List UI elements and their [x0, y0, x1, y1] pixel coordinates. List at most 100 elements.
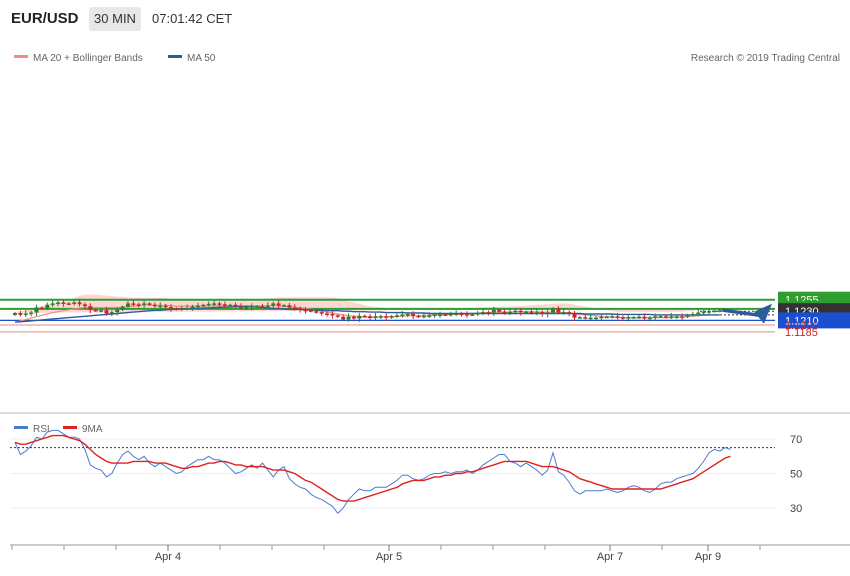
candle-body	[115, 309, 120, 313]
candle-body	[88, 306, 93, 310]
candle-body	[594, 317, 599, 320]
candle-body	[556, 308, 561, 313]
candle-body	[583, 317, 588, 319]
candle-body	[136, 304, 141, 306]
candle-body	[647, 317, 652, 320]
candle-body	[507, 311, 512, 314]
timeframe-badge[interactable]: 30 MIN	[89, 7, 141, 31]
candle	[147, 302, 152, 306]
candle-body	[265, 305, 270, 308]
candle-body	[690, 313, 695, 316]
candle	[238, 303, 243, 310]
candle	[77, 299, 82, 307]
candle	[545, 309, 550, 318]
x-tick-label: Apr 7	[597, 551, 623, 563]
candle	[82, 302, 87, 309]
rsi-tick-label: 50	[790, 469, 802, 481]
candle	[249, 303, 254, 311]
candle	[567, 310, 572, 317]
candle	[190, 304, 195, 311]
rsi-ma9-line	[14, 434, 731, 502]
candle	[631, 316, 636, 319]
candle-body	[373, 316, 378, 319]
candle	[368, 314, 373, 320]
candle-body	[432, 314, 437, 316]
legend-9ma-label: 9MA	[82, 424, 103, 435]
candle-body	[282, 305, 286, 307]
candle-body	[335, 315, 340, 317]
candle	[669, 312, 674, 319]
candle-body	[454, 313, 459, 315]
candle-body	[93, 309, 98, 312]
candle	[475, 310, 480, 317]
legend-swatch-rsi	[14, 426, 28, 429]
candle-body	[620, 317, 625, 319]
candle-body	[701, 311, 706, 314]
candle	[169, 304, 174, 312]
candle	[707, 308, 712, 316]
candle-body	[577, 317, 582, 319]
candle-body	[260, 306, 265, 308]
candle-body	[238, 306, 243, 309]
legend-swatch-9ma	[63, 426, 77, 429]
candle-body	[448, 313, 453, 316]
candle	[588, 314, 593, 320]
candle	[260, 303, 265, 309]
candle-body	[604, 316, 609, 319]
candle	[72, 300, 77, 306]
candle	[88, 303, 93, 314]
candle-body	[416, 315, 421, 318]
candle-body	[626, 317, 631, 319]
legend-rsi-label: RSI	[33, 424, 50, 435]
candle	[378, 314, 383, 320]
candle	[507, 308, 512, 316]
candle-body	[131, 303, 136, 305]
candle-body	[438, 314, 443, 316]
candle	[572, 310, 577, 321]
candle-body	[394, 315, 399, 317]
candle	[104, 306, 109, 316]
candle	[411, 311, 416, 320]
rsi-tick-label: 70	[790, 434, 802, 446]
candle-body	[276, 303, 281, 306]
candle	[265, 302, 270, 309]
candle-body	[637, 316, 642, 319]
candle-body	[56, 302, 61, 304]
candle	[384, 313, 389, 321]
candle-body	[572, 313, 577, 318]
candle	[255, 304, 260, 308]
candle	[626, 314, 631, 322]
candle-body	[206, 303, 211, 306]
rsi-line	[14, 429, 731, 514]
candle-body	[717, 310, 722, 312]
candle-body	[201, 304, 206, 307]
candle	[303, 307, 308, 314]
candle-body	[642, 316, 647, 319]
candle	[696, 309, 701, 317]
candle-body	[411, 313, 416, 316]
candle-body	[195, 305, 200, 308]
candle	[330, 311, 335, 319]
candle	[427, 311, 432, 319]
candle-body	[330, 313, 335, 316]
candle-body	[142, 303, 147, 305]
candle-body	[29, 312, 34, 315]
candle-body	[561, 312, 566, 314]
candle-body	[222, 304, 227, 306]
candle	[481, 308, 486, 316]
candle-body	[34, 307, 39, 313]
candle-body	[99, 310, 104, 312]
candle-body	[357, 315, 362, 319]
candle-body	[658, 316, 663, 318]
candle	[13, 311, 17, 317]
candle	[179, 305, 184, 312]
candle-body	[680, 316, 685, 318]
candle	[23, 310, 28, 318]
candle	[351, 315, 356, 322]
legend-swatch-ma20	[14, 55, 28, 58]
candle	[556, 306, 561, 315]
candle	[163, 303, 168, 310]
rsi-tick-label: 30	[790, 503, 802, 515]
